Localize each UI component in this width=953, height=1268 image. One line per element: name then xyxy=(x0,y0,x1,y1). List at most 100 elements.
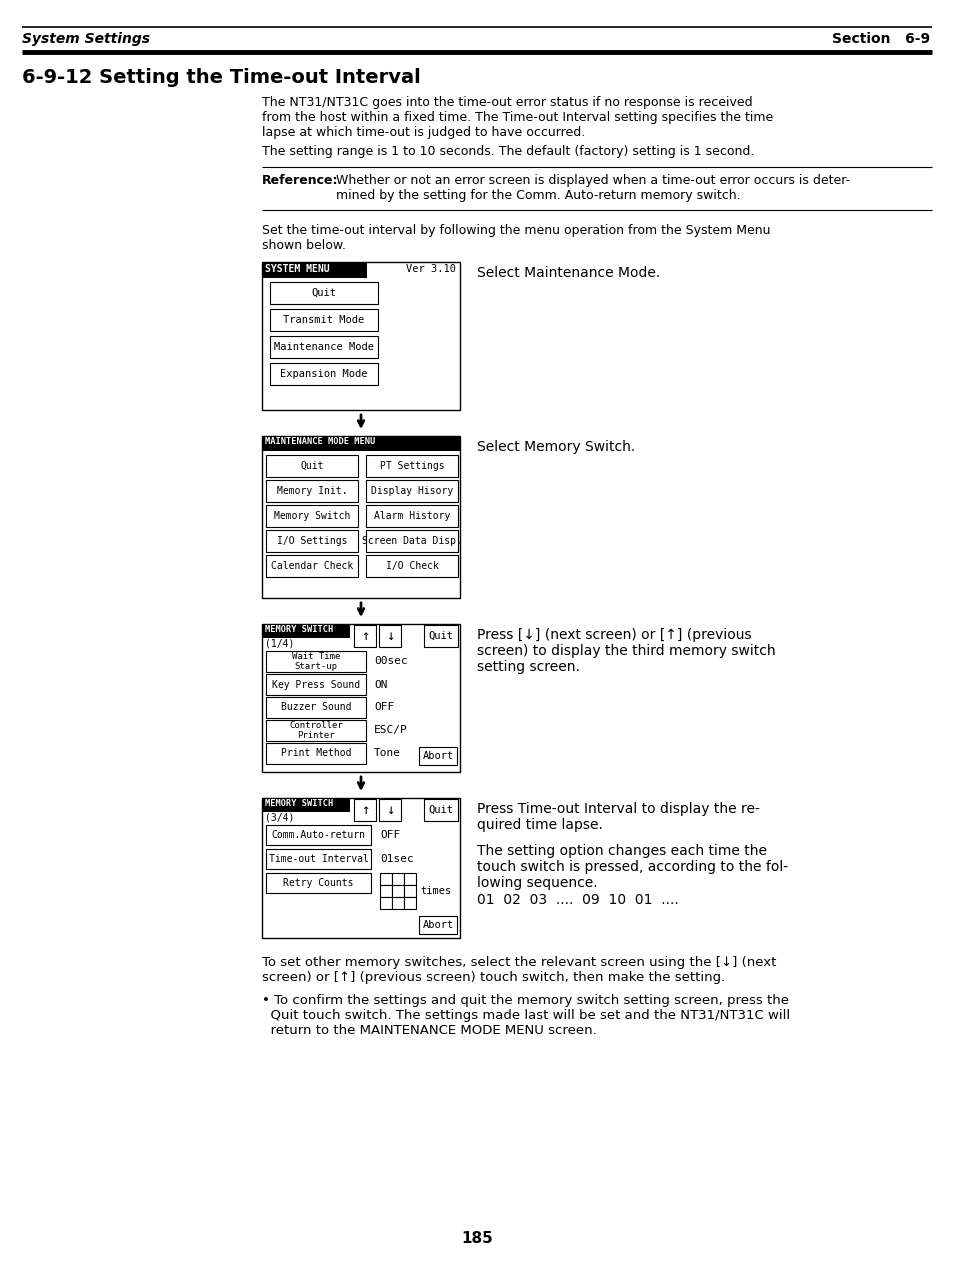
Text: (3/4): (3/4) xyxy=(265,812,294,822)
Text: Display Hisory: Display Hisory xyxy=(371,486,453,496)
Text: Whether or not an error screen is displayed when a time-out error occurs is dete: Whether or not an error screen is displa… xyxy=(335,174,849,186)
Text: Comm.Auto-return: Comm.Auto-return xyxy=(272,831,365,839)
Text: Quit: Quit xyxy=(428,631,453,642)
Bar xyxy=(366,505,457,527)
Bar xyxy=(266,555,357,577)
Text: Retry Counts: Retry Counts xyxy=(283,877,354,888)
Bar xyxy=(266,697,366,718)
Text: Wait Time: Wait Time xyxy=(292,653,340,662)
Text: System Settings: System Settings xyxy=(22,32,150,46)
Text: The setting range is 1 to 10 seconds. The default (factory) setting is 1 second.: The setting range is 1 to 10 seconds. Th… xyxy=(262,145,754,158)
Bar xyxy=(266,650,366,672)
Bar xyxy=(423,799,457,820)
Text: Abort: Abort xyxy=(422,921,453,929)
Bar xyxy=(270,281,377,304)
Text: Abort: Abort xyxy=(422,751,453,761)
Text: I/O Settings: I/O Settings xyxy=(276,536,347,547)
Bar xyxy=(266,505,357,527)
Text: ↓: ↓ xyxy=(385,629,394,643)
Bar xyxy=(379,872,392,885)
Text: ↑: ↑ xyxy=(360,803,369,817)
Text: Maintenance Mode: Maintenance Mode xyxy=(274,342,374,353)
Bar xyxy=(262,436,459,598)
Bar xyxy=(378,625,400,647)
Text: MEMORY SWITCH: MEMORY SWITCH xyxy=(265,625,333,634)
Text: Buzzer Sound: Buzzer Sound xyxy=(280,702,351,713)
Bar xyxy=(403,885,416,896)
Text: Section   6-9: Section 6-9 xyxy=(831,32,929,46)
Bar xyxy=(266,455,357,477)
Bar xyxy=(423,625,457,647)
Bar xyxy=(266,743,366,765)
Text: times: times xyxy=(419,886,451,896)
Text: return to the MAINTENANCE MODE MENU screen.: return to the MAINTENANCE MODE MENU scre… xyxy=(262,1025,597,1037)
Text: Printer: Printer xyxy=(297,730,335,739)
Bar xyxy=(262,436,459,451)
Text: Select Memory Switch.: Select Memory Switch. xyxy=(476,440,635,454)
Text: I/O Check: I/O Check xyxy=(385,560,438,571)
Bar xyxy=(266,872,371,893)
Bar xyxy=(403,896,416,909)
Bar xyxy=(270,363,377,385)
Text: The NT31/NT31C goes into the time-out error status if no response is received: The NT31/NT31C goes into the time-out er… xyxy=(262,96,752,109)
Bar xyxy=(378,799,400,820)
Bar xyxy=(392,896,403,909)
Text: Memory Switch: Memory Switch xyxy=(274,511,350,521)
Text: Controller: Controller xyxy=(289,721,342,730)
Bar xyxy=(418,747,456,765)
Text: To set other memory switches, select the relevant screen using the [↓] (next: To set other memory switches, select the… xyxy=(262,956,776,969)
Bar xyxy=(262,262,459,410)
Bar xyxy=(262,798,459,938)
Text: Start-up: Start-up xyxy=(294,662,337,671)
Bar xyxy=(392,872,403,885)
Bar xyxy=(270,309,377,331)
Text: MEMORY SWITCH: MEMORY SWITCH xyxy=(265,799,333,808)
Text: MAINTENANCE MODE MENU: MAINTENANCE MODE MENU xyxy=(265,437,375,446)
Bar xyxy=(262,624,350,638)
Text: Alarm History: Alarm History xyxy=(374,511,450,521)
Text: Press Time-out Interval to display the re-
quired time lapse.: Press Time-out Interval to display the r… xyxy=(476,801,760,832)
Text: Key Press Sound: Key Press Sound xyxy=(272,680,359,690)
Bar xyxy=(366,481,457,502)
Bar xyxy=(266,825,371,844)
Text: Memory Init.: Memory Init. xyxy=(276,486,347,496)
Bar xyxy=(354,625,375,647)
Text: Print Method: Print Method xyxy=(280,748,351,758)
Text: Quit: Quit xyxy=(312,288,336,298)
Bar xyxy=(418,915,456,935)
Text: Set the time-out interval by following the menu operation from the System Menu: Set the time-out interval by following t… xyxy=(262,224,770,237)
Text: Select Maintenance Mode.: Select Maintenance Mode. xyxy=(476,266,659,280)
Text: ESC/P: ESC/P xyxy=(374,725,407,735)
Bar xyxy=(266,481,357,502)
Text: Press [↓] (next screen) or [↑] (previous
screen) to display the third memory swi: Press [↓] (next screen) or [↑] (previous… xyxy=(476,628,775,675)
Text: (1/4): (1/4) xyxy=(265,638,294,648)
Text: SYSTEM MENU: SYSTEM MENU xyxy=(265,264,330,274)
Bar xyxy=(366,530,457,552)
Text: Quit: Quit xyxy=(428,805,453,815)
Bar xyxy=(262,262,367,278)
Text: Ver 3.10: Ver 3.10 xyxy=(406,264,456,274)
Text: Quit: Quit xyxy=(300,462,323,470)
Bar xyxy=(266,720,366,741)
Text: shown below.: shown below. xyxy=(262,238,346,252)
Text: screen) or [↑] (previous screen) touch switch, then make the setting.: screen) or [↑] (previous screen) touch s… xyxy=(262,971,724,984)
Bar xyxy=(266,675,366,695)
Bar xyxy=(270,336,377,358)
Text: Screen Data Disp.: Screen Data Disp. xyxy=(362,536,461,547)
Bar xyxy=(379,885,392,896)
Text: from the host within a fixed time. The Time-out Interval setting specifies the t: from the host within a fixed time. The T… xyxy=(262,112,773,124)
Text: Tone: Tone xyxy=(374,748,400,758)
Text: Reference:: Reference: xyxy=(262,174,338,186)
Text: 185: 185 xyxy=(460,1231,493,1246)
Text: Quit touch switch. The settings made last will be set and the NT31/NT31C will: Quit touch switch. The settings made las… xyxy=(262,1009,789,1022)
Text: ↓: ↓ xyxy=(385,803,394,817)
Text: The setting option changes each time the
touch switch is pressed, according to t: The setting option changes each time the… xyxy=(476,844,787,907)
Bar xyxy=(262,798,350,812)
Bar xyxy=(266,530,357,552)
Text: Expansion Mode: Expansion Mode xyxy=(280,369,367,379)
Text: 6-9-12 Setting the Time-out Interval: 6-9-12 Setting the Time-out Interval xyxy=(22,68,420,87)
Text: 00sec: 00sec xyxy=(374,657,407,667)
Bar xyxy=(366,555,457,577)
Text: OFF: OFF xyxy=(374,702,394,713)
Bar xyxy=(266,850,371,869)
